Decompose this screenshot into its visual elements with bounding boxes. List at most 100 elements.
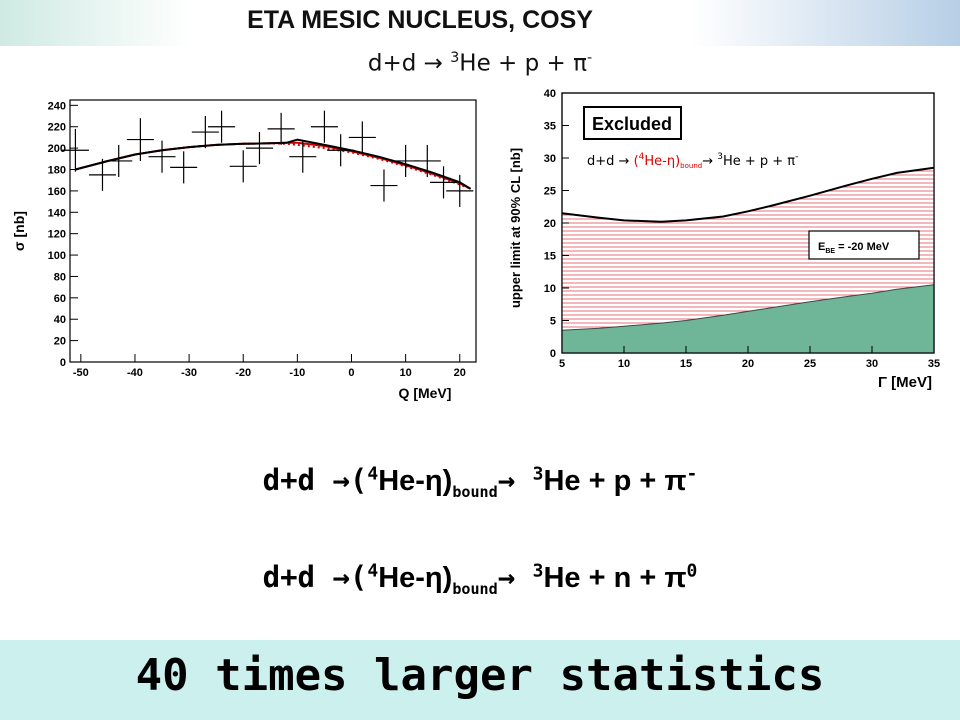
x-tick-label: -40 [127, 367, 143, 379]
ebe-symbol: E [818, 241, 825, 253]
x-tick-label: 20 [454, 367, 466, 379]
data-point [191, 116, 219, 149]
reaction-2-mass3: 3 [532, 560, 544, 582]
annotation-prefix: d+d → [587, 154, 634, 169]
ebe-legend-text: EBE = -20 MeV [818, 241, 890, 255]
reaction-line-1: d+d →(4He-η)bound→ 3He + p + π- [0, 463, 960, 501]
y-tick-label: 20 [544, 218, 556, 230]
y-tick-label: 25 [544, 186, 556, 198]
y-tick-label: 180 [48, 165, 66, 177]
y-tick-label: 200 [48, 143, 66, 155]
y-tick-label: 160 [48, 186, 66, 198]
data-point [327, 134, 355, 167]
data-point [105, 144, 133, 177]
upper-limit-curve [561, 166, 935, 223]
x-tick-label: 15 [680, 358, 692, 370]
reaction-1-he-eta: He-η) [378, 465, 453, 497]
y-tick-label: 140 [48, 207, 66, 219]
data-point [126, 118, 154, 161]
reaction-subtitle-prefix: d+d → [367, 50, 451, 77]
x-tick-label: 5 [559, 358, 565, 370]
data-point [370, 169, 398, 202]
y-tick-label: 60 [54, 293, 66, 305]
data-point [267, 112, 295, 145]
annotation-sup4: 4 [639, 152, 645, 162]
ebe-subscript: BE [825, 248, 835, 255]
x-tick-label: -20 [235, 367, 251, 379]
x-tick-label: -10 [289, 367, 305, 379]
reaction-2-charge: 0 [686, 560, 698, 582]
x-tick-label: 20 [742, 358, 754, 370]
x-tick-label: -30 [181, 367, 197, 379]
y-tick-label: 20 [54, 336, 66, 348]
excluded-hatched-area [562, 167, 934, 331]
lower-curve [561, 284, 935, 331]
annotation-arrow: → [702, 154, 717, 169]
reaction-2-prefix: d+d →( [262, 560, 368, 594]
reaction-2-mass4: 4 [367, 560, 379, 582]
data-point [88, 158, 117, 191]
excluded-label: Excluded [592, 114, 672, 134]
reaction-1-arrow: → [497, 463, 533, 497]
data-point [208, 110, 236, 143]
y-tick-label: 0 [60, 357, 66, 369]
y-tick-label: 10 [544, 283, 556, 295]
title-bar [0, 0, 960, 46]
reaction-2-bound: bound [452, 579, 498, 598]
fit-curve-black [75, 138, 472, 190]
y-axis-label: upper limit at 90% CL [nb] [508, 148, 523, 308]
reaction-line-2: d+d →(4He-η)bound→ 3He + n + π0 [0, 560, 960, 598]
slide-title: ETA MESIC NUCLEUS, COSY [247, 6, 593, 34]
y-tick-label: 5 [550, 316, 556, 328]
data-point [245, 132, 273, 165]
footer-bar [0, 640, 960, 720]
annotation-he-eta: He-η) [644, 154, 680, 169]
y-tick-label: 40 [544, 88, 556, 100]
reaction-subtitle-charge: - [586, 50, 593, 66]
y-tick-label: 0 [550, 348, 556, 360]
x-tick-label: -50 [73, 367, 89, 379]
reaction-1-bound: bound [452, 482, 498, 501]
data-point [310, 110, 338, 143]
x-tick-label: 0 [348, 367, 354, 379]
x-tick-label: 30 [866, 358, 878, 370]
y-tick-label: 240 [48, 100, 66, 112]
data-point [413, 144, 441, 177]
annotation-charge: - [795, 152, 798, 162]
data-point [289, 140, 317, 173]
data-point [148, 140, 176, 173]
data-point [229, 150, 257, 183]
y-axis-label: σ [nb] [11, 211, 27, 251]
data-point [61, 128, 89, 172]
x-tick-label: 10 [400, 367, 412, 379]
reaction-1-mass3: 3 [532, 463, 544, 485]
x-tick-label: 25 [804, 358, 816, 370]
reaction-subtitle-products: He + p + π [459, 50, 587, 77]
reaction-subtitle: d+d → 3He + p + π- [0, 50, 960, 77]
ebe-value: = -20 MeV [835, 241, 890, 253]
y-tick-label: 120 [48, 229, 66, 241]
ebe-legend-box [808, 230, 920, 260]
y-tick-label: 30 [544, 153, 556, 165]
y-tick-label: 80 [54, 271, 66, 283]
annotation-bound: bound [680, 162, 702, 170]
annotation-paren: ( [634, 154, 639, 169]
y-tick-label: 35 [544, 121, 556, 133]
reaction-2-products: He + n + π [543, 562, 687, 594]
x-tick-label: 35 [928, 358, 940, 370]
data-point [429, 166, 458, 199]
footer-text: 40 times larger statistics [135, 650, 825, 701]
annotation-tail: He + p + π [723, 154, 795, 169]
reaction-2-arrow: → [497, 560, 533, 594]
y-tick-label: 40 [54, 314, 66, 326]
reaction-1-mass4: 4 [367, 463, 379, 485]
x-tick-label: 10 [618, 358, 630, 370]
x-axis-label: Γ [MeV] [878, 374, 932, 391]
y-tick-label: 100 [48, 250, 66, 262]
data-point [170, 151, 198, 184]
green-area [562, 284, 934, 353]
data-point [348, 121, 376, 154]
excluded-box [583, 106, 682, 140]
